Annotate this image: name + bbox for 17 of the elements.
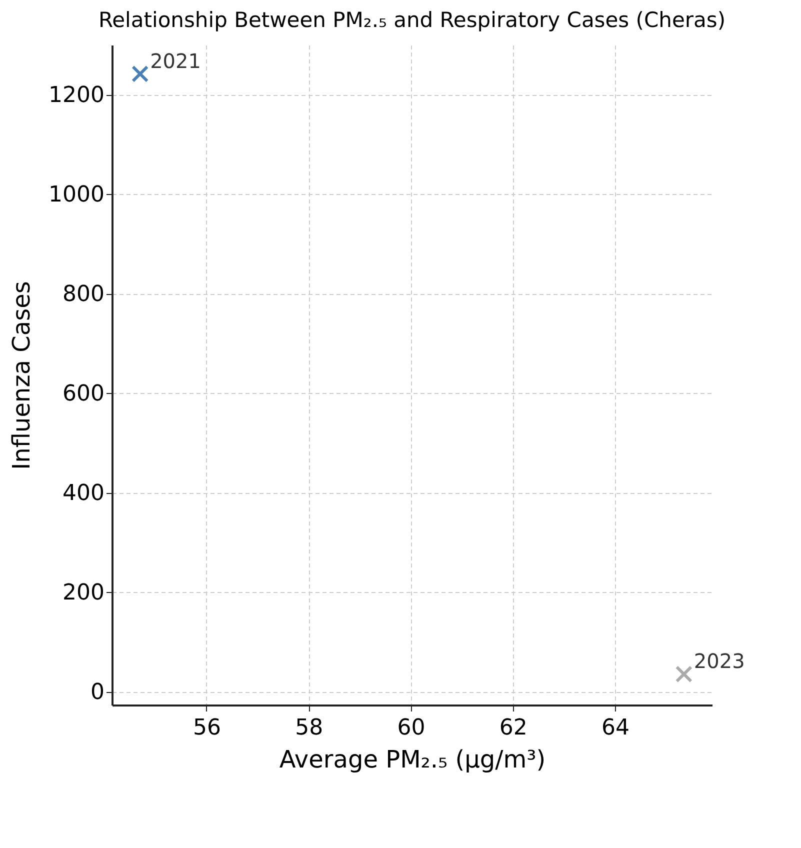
y-axis-title: Influenza Cases xyxy=(8,281,36,470)
x-tick-label: 64 xyxy=(601,716,630,740)
chart-title: Relationship Between PM₂.₅ and Respiratory Cases (Cheras) xyxy=(98,8,726,32)
y-tick-label: 600 xyxy=(62,382,104,407)
y-tick-label: 400 xyxy=(62,481,104,506)
y-tick-label: 200 xyxy=(62,580,104,606)
series-label: 2023 xyxy=(694,649,745,674)
x-tick-label: 60 xyxy=(397,716,426,740)
y-tick-label: 0 xyxy=(90,680,104,706)
y-tick-label: 800 xyxy=(62,282,104,308)
y-tick-label: 1200 xyxy=(48,83,104,108)
x-tick-label: 56 xyxy=(192,716,221,740)
x-tick-label: 58 xyxy=(295,716,324,740)
series-label: 2021 xyxy=(150,48,201,73)
x-tick-label: 62 xyxy=(499,716,528,740)
x-axis-title: Average PM₂.₅ (µg/m³) xyxy=(279,746,546,774)
y-tick-label: 1000 xyxy=(48,182,104,208)
